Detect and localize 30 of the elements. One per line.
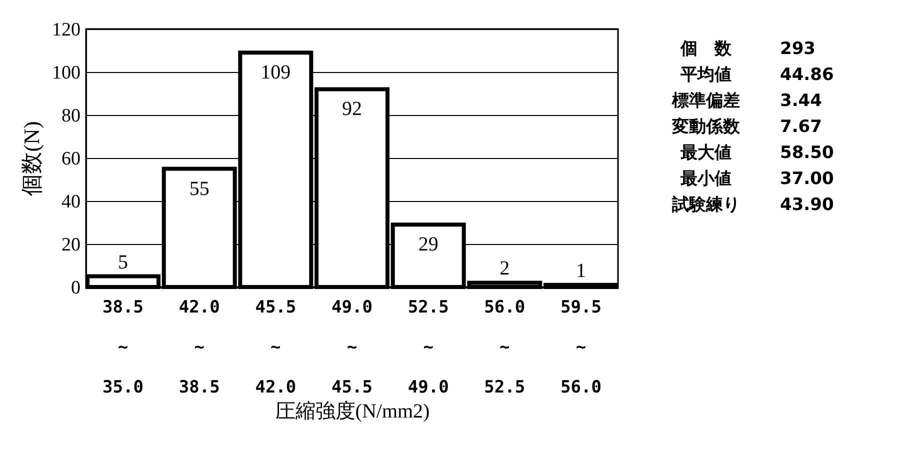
x-tick-label: 52.5 ~ 49.0 [408,298,449,398]
x-tick-label: 38.5 ~ 35.0 [102,298,144,398]
y-tick-label: 40 [62,192,80,212]
text: 試験練り 43.90 [672,195,834,215]
y-tick-label: 120 [52,20,80,40]
data-label: 2 [500,258,510,280]
text: 最小値 37.00 [680,169,834,189]
text: 標準偏差 3.44 [672,91,822,111]
text: 平均値 44.86 [680,65,834,85]
data-label: 1 [576,260,586,282]
data-label: 55 [189,178,210,200]
x-tick-label: 59.5 ~ 56.0 [560,298,602,398]
y-tick-label: 20 [62,234,80,256]
x-tick-label: 45.5 ~ 42.0 [255,298,296,398]
text: 個 数 293 [680,39,816,59]
y-tick-label: 100 [52,62,80,84]
data-label: 109 [260,62,291,84]
x-tick-label: 49.0 ~ 45.5 [332,298,372,398]
text: 最大値 58.50 [680,143,834,163]
data-label: 92 [342,98,362,120]
data-label: 5 [118,251,128,274]
x-tick-label: 56.0 ~ 52.5 [484,298,526,398]
y-tick-label: 0 [71,278,80,298]
x-axis-title: 圧縮強度(N/mm2) [275,400,430,422]
y-tick-label: 60 [62,148,80,170]
text: 変動係数 7.67 [672,117,822,137]
x-tick-label: 42.0 ~ 38.5 [178,298,220,398]
data-label: 29 [418,234,438,256]
y-axis-title: 個数(N) [19,121,44,196]
y-tick-label: 80 [62,106,80,126]
